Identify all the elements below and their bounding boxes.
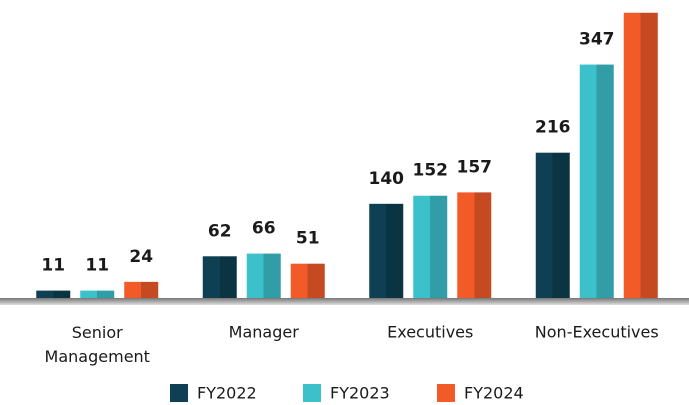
value-label: 11 [85,256,109,276]
legend-label: FY2023 [330,384,390,403]
value-label: 216 [535,118,571,138]
bar [202,256,237,298]
x-tick-label: Manager [229,323,300,342]
value-label: 66 [252,219,276,239]
value-label: 140 [369,169,405,189]
bar [36,290,71,298]
x-tick-label: Non-Executives [535,323,659,342]
bar [579,64,614,299]
legend-swatch [437,384,455,402]
bar [623,12,658,298]
value-label: 24 [129,247,153,267]
legend-label: FY2022 [197,384,257,403]
value-label: 347 [579,30,615,50]
bar [246,253,281,298]
legend-swatch [170,384,188,402]
legend-swatch [303,384,321,402]
bar [80,290,115,298]
bar [290,263,325,298]
bar [369,203,404,298]
value-label: 62 [208,221,232,241]
value-label: 11 [41,256,65,276]
baseline [0,298,689,305]
value-label: 51 [296,229,320,249]
bar [124,281,159,298]
x-tick-label: Senior Management [45,323,150,366]
legend-label: FY2024 [464,384,524,403]
value-label: 152 [413,161,449,181]
bar [535,152,570,298]
bar [413,195,448,298]
bar [457,192,492,298]
value-label: 157 [457,157,493,177]
x-tick-label: Executives [387,323,473,342]
